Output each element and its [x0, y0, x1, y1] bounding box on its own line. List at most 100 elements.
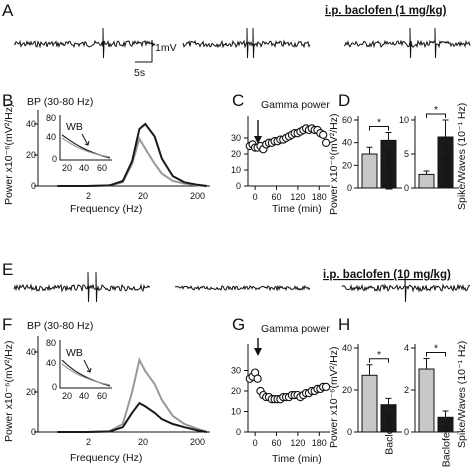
panel-f-inset-xtick: 60 — [97, 391, 107, 401]
data-point — [253, 374, 262, 383]
eeg-trace-e2 — [174, 284, 311, 292]
panel-b-inset-ytick: 0 — [52, 154, 57, 164]
panel-label-b: B — [2, 91, 13, 110]
significance-star: * — [434, 343, 438, 355]
panel-label-e: E — [2, 260, 13, 279]
bar-label: Baclofen — [384, 149, 396, 190]
panel-label-d: D — [338, 91, 350, 110]
ytick-label: 0 — [236, 427, 241, 437]
error-bar — [366, 146, 373, 154]
scale-bar-time-label: 5s — [134, 67, 145, 79]
ytick-label: 0 — [404, 183, 409, 193]
ytick-label: 20 — [231, 149, 241, 159]
bar-label: Baclofen — [441, 146, 453, 187]
ytick-label: 30 — [231, 366, 241, 376]
panel-g-title: Gamma power — [261, 323, 330, 335]
significance-bracket — [426, 113, 446, 118]
panel-b-axes: 40 20 0 2 20 20 0 Frequency (Hz) — [26, 110, 210, 215]
panel-label-c: C — [232, 91, 244, 110]
panel-c-axes: 0 10 20 30 0 60 120 180 — [231, 116, 330, 202]
bar — [418, 173, 435, 189]
error-bar — [442, 119, 449, 137]
significance-bracket — [426, 352, 446, 357]
panel-b-title: BP (30-80 Hz) — [27, 96, 93, 108]
xtick-label: 60 — [272, 438, 282, 448]
panel-label-a: A — [2, 1, 14, 20]
panel-d-ylabel-left: Power x10⁻⁶(mV²/Hz) — [328, 114, 340, 215]
bar-label: Baclofen — [384, 414, 396, 455]
eeg-trace-a2 — [182, 27, 311, 59]
error-bar — [385, 131, 392, 141]
panel-b-ytick: 40 — [26, 119, 36, 129]
panel-d-bars: 0 20 40 60 Baclofen * 0 5 10 Baclofen * — [342, 104, 459, 193]
panel-b-inset-xtick: 20 — [62, 163, 72, 173]
panel-b-ylabel: Power x10⁻⁶(mV²/Hz) — [3, 104, 15, 205]
panel-b-inset-xtick: 40 — [79, 163, 89, 173]
bar — [361, 374, 378, 433]
panel-f-xtick: 200 — [190, 437, 205, 447]
panel-f-inset: 80 40 0 20 40 60 WB — [46, 338, 112, 401]
panel-f-xlabel: Frequency (Hz) — [70, 452, 142, 464]
panel-g-points — [245, 368, 331, 404]
xtick-label: 180 — [312, 192, 327, 202]
panel-f-ytick: 20 — [26, 387, 36, 397]
bar-label: Baclofen — [441, 426, 453, 467]
panel-f-inset-xtick: 20 — [62, 391, 72, 401]
panel-label-h: H — [338, 315, 350, 334]
significance-bracket — [369, 125, 389, 131]
ytick-label: 10 — [231, 407, 241, 417]
panel-label-g: G — [232, 315, 245, 334]
bar — [418, 368, 435, 433]
error-bar — [423, 170, 430, 175]
significance-star: * — [434, 104, 438, 116]
ytick-label: 0 — [236, 181, 241, 191]
panel-f-xtick: 20 — [138, 437, 148, 447]
ytick-label: 10 — [231, 165, 241, 175]
panel-f-ytick: 0 — [31, 427, 36, 437]
panel-b-xtick: 2 — [86, 191, 91, 201]
ytick-label: 0 — [404, 427, 409, 437]
xtick-label: 60 — [272, 192, 282, 202]
panel-b-inset-ytick: 80 — [46, 113, 56, 123]
panel-f-ytick: 40 — [26, 347, 36, 357]
eeg-trace-a1 — [13, 27, 156, 59]
panel-f-ylabel: Power x10⁻⁶(mV²/Hz) — [3, 341, 15, 442]
ytick-label: 5 — [404, 149, 409, 159]
ytick-label: 4 — [404, 343, 409, 353]
data-point — [321, 138, 331, 147]
panel-b-ytick: 20 — [26, 150, 36, 160]
ytick-label: 0 — [347, 427, 352, 437]
panel-f-axes: 40 20 0 2 20 200 Frequency (Hz) — [26, 336, 210, 464]
panel-f-inset-ytick: 40 — [46, 358, 56, 368]
error-bar — [366, 364, 373, 376]
bar — [361, 153, 378, 189]
xtick-label: 0 — [253, 438, 258, 448]
error-bar — [385, 397, 392, 405]
ytick-label: 20 — [231, 386, 241, 396]
panel-c-title: Gamma power — [261, 99, 330, 111]
scale-bar-voltage-label: 1mV — [155, 42, 177, 54]
significance-star: * — [377, 116, 381, 128]
xtick-label: 120 — [290, 438, 305, 448]
panel-g-axes: 0 10 20 30 0 60 120 180 — [231, 344, 330, 448]
panel-b-inset-ytick: 40 — [46, 132, 56, 142]
panel-b-inset-label: WB — [66, 121, 83, 133]
panel-b-inset-xtick: 60 — [97, 163, 107, 173]
ytick-label: 40 — [342, 138, 352, 148]
panel-b-xtick: 20 — [138, 191, 148, 201]
panel-c-xlabel: Time (min) — [272, 203, 322, 215]
panel-f-spectrum-series-2 — [57, 401, 208, 433]
panel-b-spectrum-series-1 — [57, 122, 208, 187]
ytick-label: 40 — [342, 343, 352, 353]
ytick-label: 2 — [404, 385, 409, 395]
ytick-label: 20 — [342, 160, 352, 170]
panel-b-ytick: 0 — [31, 181, 36, 191]
error-bar — [442, 410, 449, 418]
scale-bar-a: 1mV 5s — [134, 40, 177, 79]
panel-d-ylabel-right: Spike/Waves (10⁻¹ Hz) — [456, 103, 468, 210]
xtick-label: 120 — [290, 192, 305, 202]
panel-label-f: F — [2, 315, 12, 334]
panel-b-xlabel: Frequency (Hz) — [70, 203, 142, 215]
ytick-label: 0 — [347, 183, 352, 193]
